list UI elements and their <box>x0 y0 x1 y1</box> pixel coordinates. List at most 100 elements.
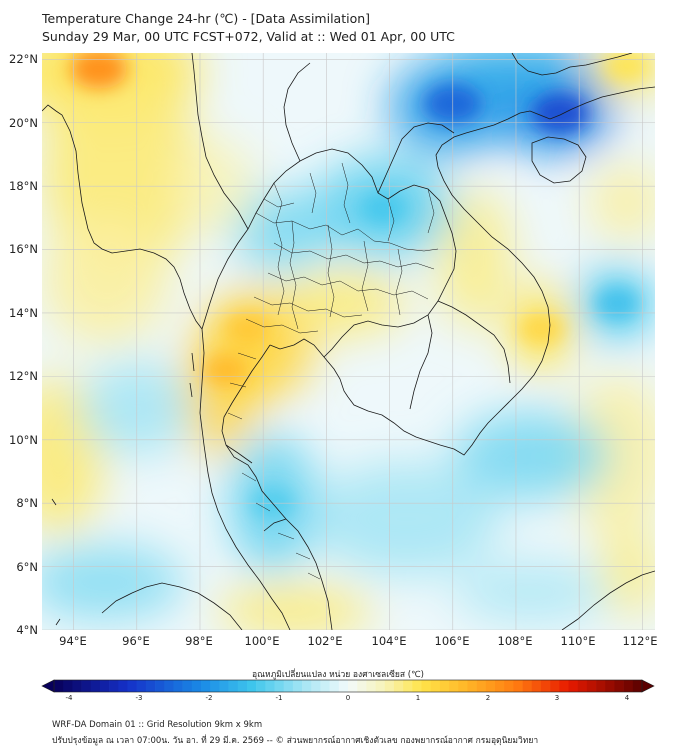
coastline-hainan <box>531 136 587 184</box>
temperature-field <box>42 53 655 630</box>
colorbar-cell <box>384 680 395 692</box>
colorbar-cell <box>632 680 643 692</box>
field-blob <box>278 271 406 336</box>
colorbar-cell <box>320 680 330 692</box>
field-core <box>604 53 649 82</box>
field-blob <box>598 528 655 618</box>
colorbar-cell <box>485 680 496 692</box>
lat-label: 16°N <box>9 242 38 256</box>
colorbar-cell <box>522 680 533 692</box>
colorbar-cell <box>430 680 441 692</box>
lat-label: 4°N <box>16 623 38 637</box>
colorbar-cell <box>458 680 468 692</box>
colorbar-tick: -4 <box>65 694 73 702</box>
colorbar-cell <box>182 680 193 692</box>
temperature-field-cores <box>70 53 649 519</box>
coastline-andaman-islands <box>51 352 195 626</box>
colorbar-cell <box>467 680 477 692</box>
colorbar-cell <box>228 680 239 692</box>
lon-label: 100°E <box>244 634 280 648</box>
colorbar-cell <box>540 680 551 692</box>
colorbar-tick: 0 <box>345 694 351 702</box>
province-boundaries <box>227 162 439 580</box>
colorbar-cell <box>72 680 82 692</box>
lat-label: 6°N <box>16 560 38 574</box>
colorbar-cell <box>155 680 165 692</box>
colorbar-cell <box>504 680 514 692</box>
colorbar-cell <box>531 680 542 692</box>
chart-subtitle: Sunday 29 Mar, 00 UTC FCST+072, Valid at… <box>42 29 455 44</box>
colorbar-cell <box>393 680 404 692</box>
colorbar-cell <box>283 680 294 692</box>
lon-label: 102°E <box>307 634 343 648</box>
field-blob <box>310 461 501 577</box>
field-blob <box>436 189 513 329</box>
colorbar-cell <box>81 680 92 692</box>
lon-label: 96°E <box>122 634 150 648</box>
colorbar-cell <box>403 680 413 692</box>
field-core <box>203 354 248 386</box>
colorbar-cell <box>109 680 119 692</box>
field-blob <box>215 585 374 630</box>
colorbar-cell <box>412 680 422 692</box>
colorbar-cell <box>311 680 321 692</box>
field-core <box>225 313 270 345</box>
graticule <box>42 53 655 630</box>
lat-label: 22°N <box>9 52 38 66</box>
colorbar-cell <box>329 680 340 692</box>
colorbar-cell <box>577 680 588 692</box>
colorbar-cell <box>210 680 220 692</box>
colorbar-tick: -2 <box>205 694 213 702</box>
colorbar-cell <box>164 680 174 692</box>
colorbar-cell <box>348 680 358 692</box>
international-borders <box>191 53 511 532</box>
colorbar-cell <box>449 680 459 692</box>
field-core <box>70 53 128 89</box>
colorbar-cell <box>375 680 386 692</box>
colorbar-cell <box>256 680 266 692</box>
field-core <box>361 192 406 224</box>
lat-label: 20°N <box>9 116 38 130</box>
coastline-malay-peninsula-east <box>221 344 333 630</box>
colorbar-cell <box>237 680 248 692</box>
colorbar-tick: -1 <box>275 694 283 702</box>
field-blob <box>588 163 655 241</box>
field-blob <box>181 328 257 456</box>
colorbar-cell <box>145 680 156 692</box>
colorbar-cell <box>99 680 110 692</box>
colorbar-cell <box>201 680 211 692</box>
colorbar-title: อุณหภูมิเปลี่ยนแปลง หน่วย องศาเซลเซียส (… <box>252 670 424 680</box>
colorbar-cell <box>421 680 431 692</box>
field-blob <box>42 217 169 345</box>
lon-label: 98°E <box>185 634 213 648</box>
field-blob <box>42 544 185 621</box>
colorbar-cell <box>338 680 349 692</box>
field-blob <box>452 560 611 624</box>
colorbar-cell <box>274 680 284 692</box>
lon-label: 108°E <box>497 634 533 648</box>
coastline-malay-peninsula-west <box>199 328 291 630</box>
field-blob <box>566 376 655 535</box>
colorbar-cell <box>63 680 73 692</box>
coastline-myanmar-bay-of-bengal <box>42 104 203 330</box>
colorbar-cell <box>605 680 615 692</box>
colorbar-max-arrow <box>641 679 655 693</box>
lat-label: 10°N <box>9 433 38 447</box>
colorbar-cell <box>476 680 487 692</box>
lat-label: 14°N <box>9 306 38 320</box>
lat-label: 18°N <box>9 179 38 193</box>
coastline-sumatra <box>101 582 243 630</box>
colorbar-cell <box>596 680 606 692</box>
coastline-gulf-of-thailand <box>269 338 349 398</box>
colorbar-cell <box>219 680 229 692</box>
colorbar-cell <box>90 680 101 692</box>
lon-label: 94°E <box>59 634 87 648</box>
coastline-borneo <box>561 570 655 630</box>
field-core <box>519 313 564 345</box>
colorbar-tick: 2 <box>485 694 491 702</box>
colorbar-tick: -3 <box>135 694 143 702</box>
colorbar-cell <box>246 680 257 692</box>
coastline-gulf-of-tonkin <box>465 86 655 134</box>
colorbar-tick: 3 <box>554 694 560 702</box>
field-core <box>594 287 640 319</box>
